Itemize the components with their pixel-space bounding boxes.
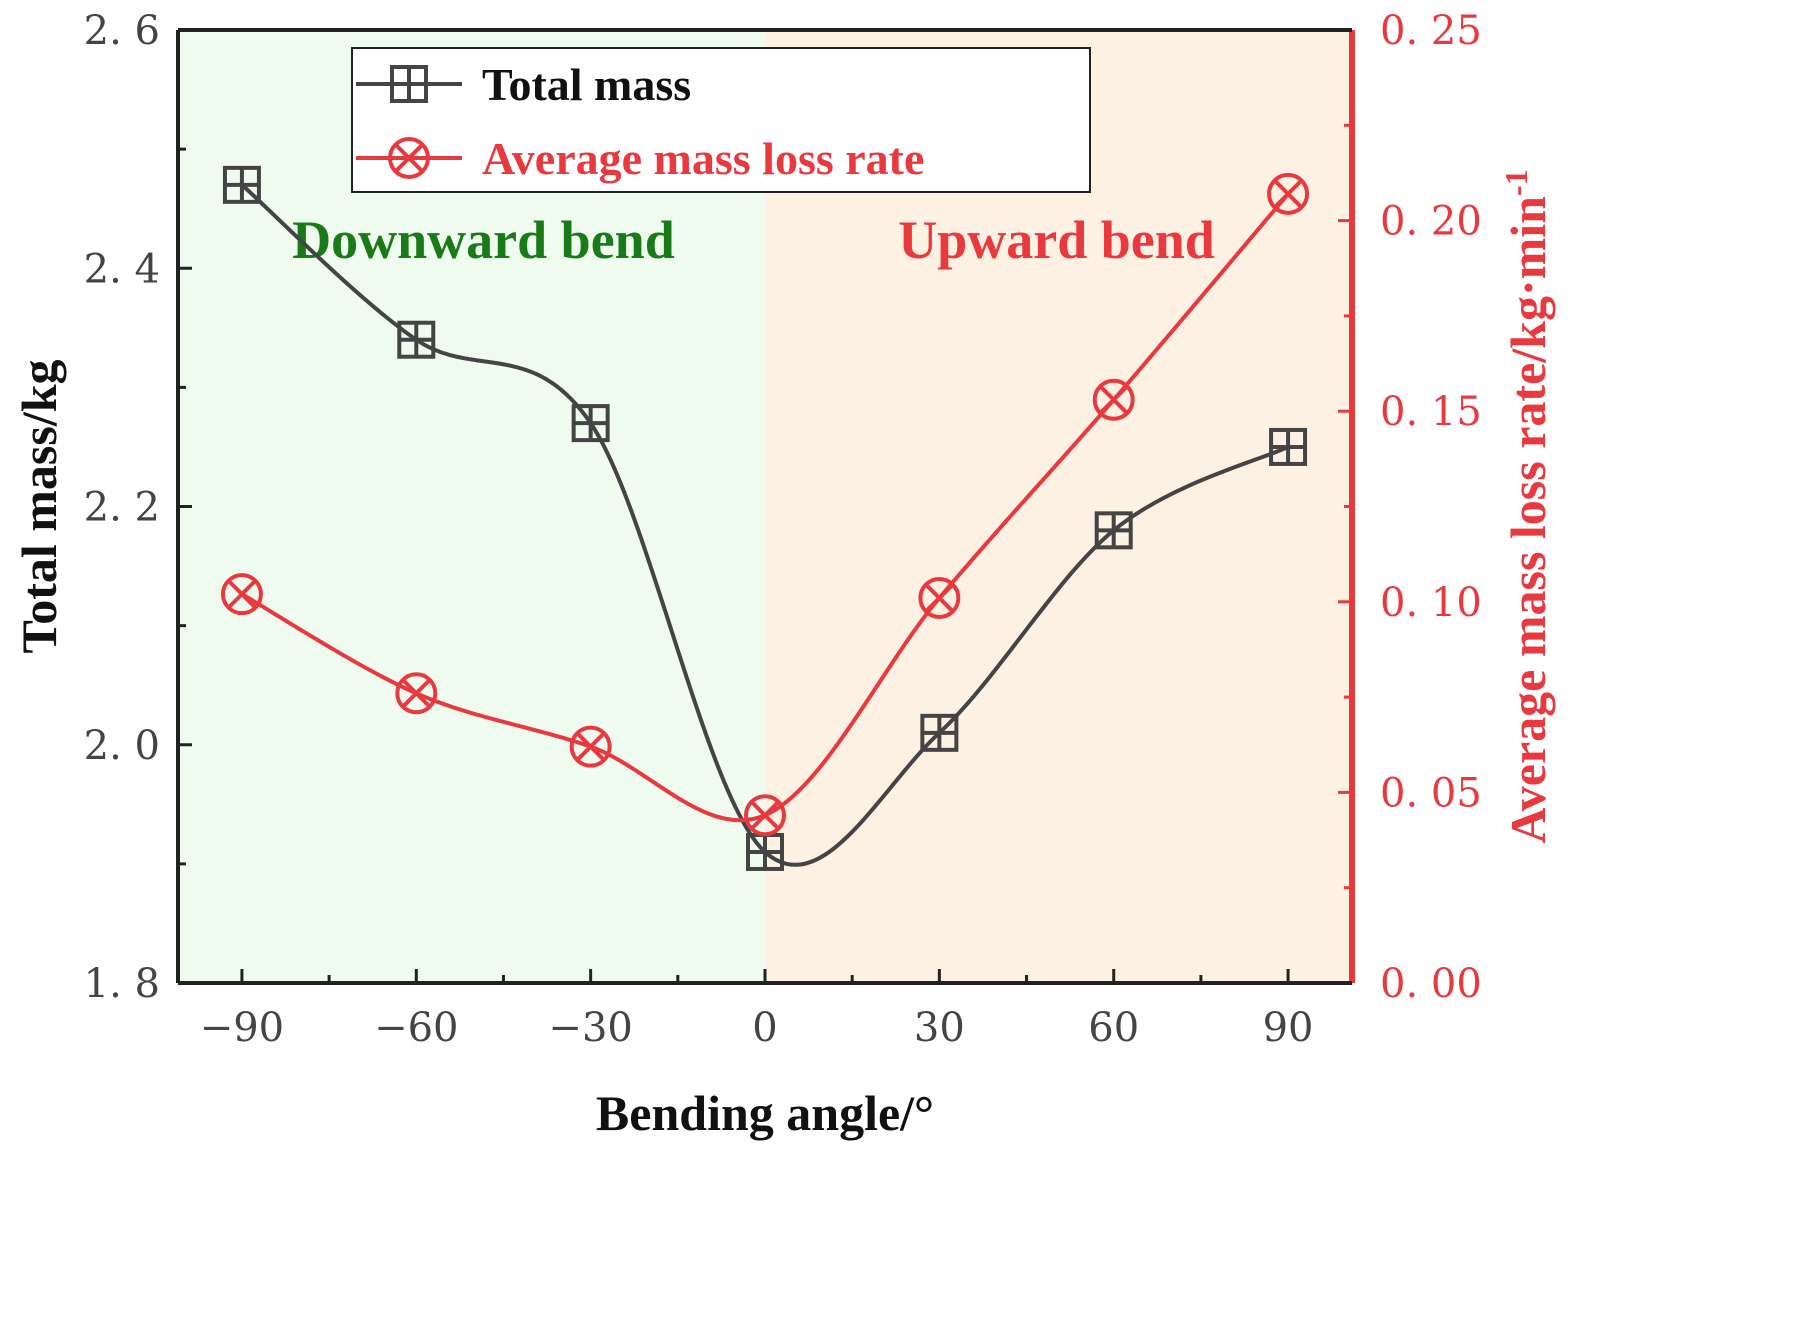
marker-x-b (924, 583, 955, 613)
marker-circle (1092, 378, 1135, 421)
legend-item-total-mass (356, 65, 462, 103)
x-axis-title: Bending angle/° (596, 1085, 934, 1141)
data-point-total-mass (222, 165, 261, 204)
y-right-tick-label: 0. 25 (1380, 8, 1482, 54)
data-point-total-mass (397, 320, 436, 359)
data-point-average-mass-loss-rate (395, 672, 438, 715)
data-point-total-mass (1269, 427, 1308, 466)
marker-x-b (394, 143, 424, 173)
data-point-average-mass-loss-rate (569, 725, 612, 768)
y-right-tick-label: 0. 05 (1380, 770, 1482, 816)
marker-x-b (750, 800, 780, 831)
y-right-tick-label: 0. 00 (1380, 961, 1482, 1007)
x-tick-label: −60 (374, 1005, 458, 1051)
x-tick-label: 60 (1088, 1005, 1139, 1051)
data-point-total-mass (1094, 511, 1133, 550)
x-tick-label: 0 (752, 1005, 777, 1051)
y-right-tick-label: 0. 10 (1380, 580, 1482, 626)
series-markers-total-mass (222, 165, 1308, 871)
marker-x-b (401, 678, 432, 709)
marker-circle (744, 794, 786, 837)
data-point-average-mass-loss-rate (1092, 378, 1135, 421)
marker-x-b (575, 731, 606, 762)
y-axis-left-title: Total mass/kg (11, 359, 67, 653)
legend-marker-average-mass-loss-rate (388, 137, 430, 179)
marker-circle (918, 576, 961, 619)
y-right-tick-label: 0. 20 (1380, 199, 1482, 245)
y-left-tick-label: 1. 8 (84, 961, 160, 1007)
y-axis-right-title: Average mass loss rate/kg·min-1 (1498, 169, 1556, 843)
data-point-average-mass-loss-rate (918, 576, 961, 619)
data-point-average-mass-loss-rate (744, 794, 786, 837)
region-label-upward-bend: Upward bend (898, 210, 1215, 270)
y-right-tick-label: 0. 15 (1380, 389, 1482, 435)
y-axis-right-title-superscript: -1 (1498, 169, 1534, 196)
marker-circle (569, 725, 612, 768)
x-tick-label: 90 (1263, 1005, 1314, 1051)
legend-label-average-mass-loss-rate: Average mass loss rate (482, 133, 924, 184)
marker-x-b (1273, 179, 1303, 209)
marker-x-b (1098, 384, 1129, 415)
y-left-tick-label: 2. 6 (84, 8, 160, 54)
legend-item-average-mass-loss-rate (356, 137, 462, 179)
legend-marker-total-mass (390, 65, 428, 103)
marker-circle (220, 573, 263, 616)
axis-ticks: 1. 8 2. 0 2. 2 2. 4 2. 6 0. 00 0. 05 0. 10 0. 15… (84, 8, 1482, 1051)
y-left-tick-label: 2. 2 (84, 485, 160, 531)
legend-label-total-mass: Total mass (482, 59, 691, 110)
legend-box (351, 47, 1091, 193)
y-left-tick-label: 2. 4 (84, 246, 160, 292)
x-tick-label: −30 (548, 1005, 632, 1051)
data-point-average-mass-loss-rate (1267, 172, 1310, 215)
marker-circle (388, 137, 430, 179)
legend: Total mass Average mass loss rate (351, 47, 1091, 193)
series-markers-average-mass-loss-rate (220, 172, 1310, 837)
x-tick-label: −90 (200, 1005, 284, 1051)
marker-circle (1267, 172, 1310, 215)
y-axis-right-title-main: Average mass loss rate/kg·min (1500, 196, 1556, 844)
x-tick-label: 30 (914, 1005, 965, 1051)
marker-circle (395, 672, 438, 715)
data-point-average-mass-loss-rate (220, 573, 263, 616)
data-point-total-mass (571, 404, 610, 443)
marker-x-b (227, 579, 257, 610)
y-left-tick-label: 2. 0 (84, 723, 160, 769)
region-label-downward-bend: Downward bend (292, 210, 675, 270)
data-point-total-mass (920, 713, 959, 752)
